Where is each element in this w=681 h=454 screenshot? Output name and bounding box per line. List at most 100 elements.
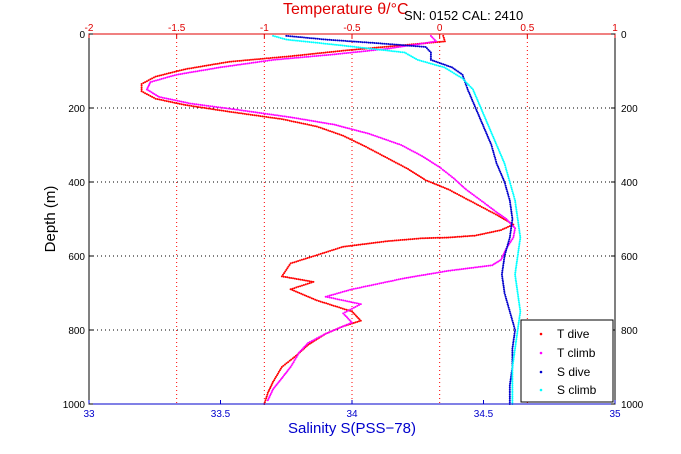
data-point-s-dive	[342, 39, 345, 42]
data-point-s-dive	[506, 301, 509, 304]
data-point-t-climb	[366, 49, 369, 52]
data-point-t-dive	[281, 55, 284, 58]
data-point-t-climb	[509, 222, 512, 224]
data-point-t-dive	[456, 235, 459, 238]
data-point-t-dive	[264, 399, 267, 402]
data-point-t-dive	[363, 243, 366, 246]
data-point-s-dive	[336, 39, 339, 42]
data-point-t-dive	[496, 229, 499, 232]
data-point-s-climb	[461, 77, 464, 80]
data-point-t-climb	[333, 53, 336, 56]
data-point-t-climb	[168, 75, 171, 78]
data-point-t-dive	[356, 320, 359, 323]
top-axis-tick-label: 0	[437, 23, 443, 34]
data-point-t-climb	[155, 94, 158, 97]
data-point-t-climb	[156, 95, 159, 97]
data-point-t-dive	[462, 235, 465, 238]
data-point-s-dive	[306, 36, 309, 39]
data-point-t-climb	[388, 280, 390, 283]
data-point-t-climb	[283, 115, 286, 118]
data-point-t-climb	[325, 122, 328, 125]
data-point-t-climb	[384, 281, 387, 284]
data-point-s-dive	[506, 243, 509, 246]
data-point-s-dive	[507, 195, 510, 198]
data-point-s-climb	[370, 47, 373, 50]
data-point-s-climb	[474, 95, 477, 98]
data-point-s-climb	[518, 229, 521, 232]
data-point-s-climb	[492, 135, 495, 138]
data-point-s-climb	[515, 262, 518, 265]
data-point-s-climb	[517, 249, 520, 252]
data-point-t-climb	[250, 110, 253, 113]
data-point-s-dive	[324, 38, 327, 41]
data-point-t-dive	[295, 286, 298, 289]
data-point-s-climb	[517, 321, 520, 324]
data-point-t-climb	[303, 118, 305, 121]
annotation-text: SN: 0152 CAL: 2410	[404, 8, 523, 23]
data-point-s-dive	[344, 39, 347, 42]
data-point-t-dive	[426, 237, 429, 240]
data-point-t-climb	[164, 76, 167, 79]
data-point-t-climb	[295, 56, 298, 59]
data-point-t-dive	[313, 52, 315, 55]
data-point-t-dive	[282, 118, 285, 121]
data-point-t-climb	[266, 113, 269, 115]
data-point-t-dive	[184, 104, 187, 106]
data-point-t-climb	[178, 100, 181, 103]
data-point-t-climb	[392, 46, 394, 49]
data-point-s-climb	[516, 214, 519, 217]
data-point-s-dive	[485, 132, 488, 135]
data-point-s-dive	[510, 225, 513, 228]
data-point-s-dive	[508, 310, 511, 313]
legend-marker-s-dive	[539, 370, 543, 374]
data-point-t-climb	[227, 65, 230, 68]
data-point-t-climb	[319, 54, 322, 57]
data-point-t-dive	[300, 122, 303, 125]
data-point-s-dive	[513, 327, 516, 330]
data-point-s-dive	[429, 57, 432, 60]
data-point-s-dive	[361, 41, 364, 44]
data-point-t-climb	[458, 268, 461, 271]
data-point-t-climb	[436, 271, 438, 274]
data-point-t-climb	[425, 158, 428, 161]
data-point-t-dive	[280, 118, 283, 121]
data-point-t-dive	[292, 277, 294, 280]
data-point-s-dive	[438, 62, 441, 64]
data-point-t-dive	[338, 246, 341, 249]
data-point-t-dive	[353, 313, 356, 316]
data-point-t-dive	[140, 84, 143, 87]
data-point-s-dive	[402, 44, 405, 47]
data-point-t-climb	[435, 40, 438, 43]
data-point-t-climb	[425, 41, 428, 44]
data-point-t-dive	[234, 60, 237, 63]
data-point-t-climb	[292, 361, 295, 364]
data-point-t-dive	[461, 195, 464, 198]
data-point-t-climb	[346, 300, 349, 303]
data-point-t-climb	[481, 265, 484, 268]
data-point-s-dive	[512, 321, 514, 324]
data-point-t-dive	[454, 192, 457, 195]
data-point-t-climb	[269, 393, 272, 395]
data-point-s-climb	[502, 160, 505, 163]
data-point-t-dive	[477, 233, 480, 236]
data-point-t-dive	[308, 123, 311, 126]
data-point-s-climb	[515, 266, 518, 269]
data-point-t-dive	[475, 203, 478, 206]
data-point-t-climb	[217, 106, 220, 109]
data-point-t-dive	[361, 243, 364, 246]
data-point-t-climb	[496, 211, 499, 214]
data-point-t-dive	[505, 226, 508, 229]
data-point-t-climb	[303, 345, 306, 348]
data-point-t-climb	[350, 301, 352, 303]
data-point-s-dive	[510, 210, 513, 213]
data-point-t-climb	[225, 107, 228, 110]
data-point-t-dive	[305, 295, 308, 297]
data-point-t-climb	[327, 53, 330, 56]
data-point-t-dive	[336, 50, 339, 53]
data-point-s-dive	[466, 86, 469, 89]
data-point-t-dive	[357, 317, 360, 320]
data-point-s-dive	[450, 66, 453, 69]
data-point-t-climb	[160, 77, 163, 80]
data-point-t-dive	[319, 126, 322, 129]
data-point-t-dive	[291, 55, 294, 57]
